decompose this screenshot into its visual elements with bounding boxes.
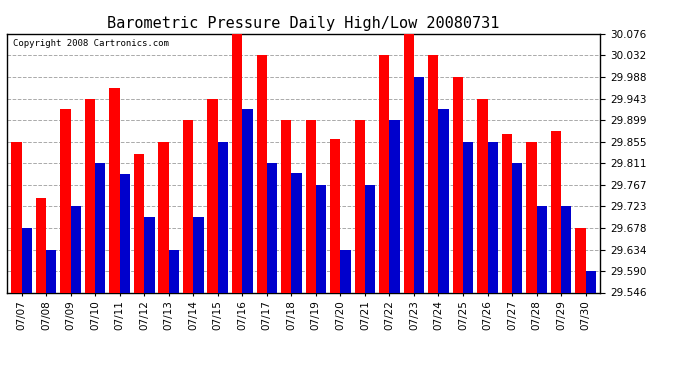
Bar: [36, 198, 46, 292]
Bar: [159, 142, 169, 292]
Bar: [512, 163, 522, 292]
Bar: [428, 55, 438, 292]
Bar: [365, 184, 375, 292]
Bar: [537, 206, 547, 292]
Bar: [575, 228, 586, 292]
Bar: [70, 206, 81, 292]
Bar: [502, 134, 512, 292]
Bar: [85, 99, 95, 292]
Bar: [257, 55, 267, 292]
Bar: [404, 34, 414, 292]
Bar: [183, 120, 193, 292]
Bar: [453, 77, 463, 292]
Text: Copyright 2008 Cartronics.com: Copyright 2008 Cartronics.com: [13, 39, 169, 48]
Bar: [267, 163, 277, 292]
Bar: [281, 120, 291, 292]
Bar: [379, 55, 389, 292]
Bar: [144, 217, 155, 292]
Bar: [477, 99, 488, 292]
Title: Barometric Pressure Daily High/Low 20080731: Barometric Pressure Daily High/Low 20080…: [108, 16, 500, 31]
Bar: [586, 271, 596, 292]
Bar: [242, 110, 253, 292]
Bar: [561, 206, 571, 292]
Bar: [306, 120, 316, 292]
Bar: [488, 142, 497, 292]
Bar: [414, 77, 424, 292]
Bar: [208, 99, 218, 292]
Bar: [60, 110, 70, 292]
Bar: [438, 110, 449, 292]
Bar: [11, 142, 21, 292]
Bar: [526, 142, 537, 292]
Bar: [169, 249, 179, 292]
Bar: [110, 88, 119, 292]
Bar: [551, 131, 561, 292]
Bar: [463, 142, 473, 292]
Bar: [330, 139, 340, 292]
Bar: [291, 173, 302, 292]
Bar: [218, 142, 228, 292]
Bar: [21, 228, 32, 292]
Bar: [232, 34, 242, 292]
Bar: [340, 249, 351, 292]
Bar: [193, 217, 204, 292]
Bar: [389, 120, 400, 292]
Bar: [46, 249, 57, 292]
Bar: [316, 184, 326, 292]
Bar: [119, 174, 130, 292]
Bar: [355, 120, 365, 292]
Bar: [134, 154, 144, 292]
Bar: [95, 163, 106, 292]
